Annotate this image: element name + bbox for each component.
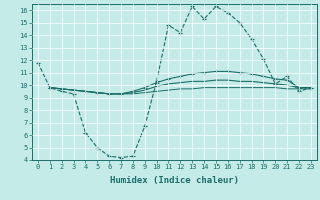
X-axis label: Humidex (Indice chaleur): Humidex (Indice chaleur) [110, 176, 239, 185]
